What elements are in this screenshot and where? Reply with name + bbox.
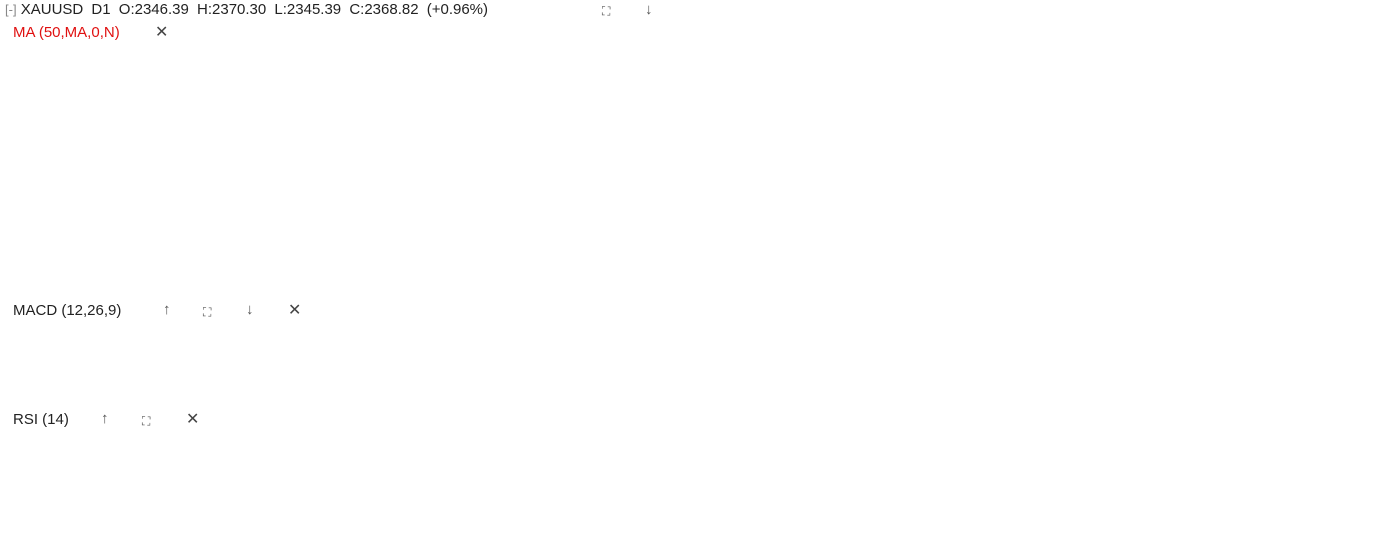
last-price-badge-bg bbox=[1306, 9, 1381, 32]
rsi-legend: RSI (14) bbox=[13, 411, 69, 429]
grid bbox=[5, 0, 1305, 503]
trend-line bbox=[643, 0, 1248, 171]
ma-legend: MA (50,MA,0,N) bbox=[13, 24, 120, 42]
macd-value-badge-bg bbox=[1306, 329, 1330, 352]
ma-value-badge: 2264.32 bbox=[1309, 44, 1367, 61]
x-tick-label: paź bbox=[980, 514, 1004, 531]
rsi-value-badge: 62 bbox=[1309, 433, 1327, 450]
x-tick-label: 2022 bbox=[113, 514, 146, 531]
x-tick-label: 2024 bbox=[1098, 514, 1131, 531]
open-value: O:2346.39 bbox=[118, 1, 189, 18]
signal-series-line bbox=[4, 307, 1294, 377]
macd-series-line bbox=[4, 304, 1294, 391]
x-tick-label: paź bbox=[488, 514, 512, 531]
x-tick-label: kwi bbox=[242, 514, 264, 531]
price-y-tick-label: 1750.00 bbox=[1315, 226, 1369, 243]
arrow-down-icon[interactable]: ↓ bbox=[645, 1, 653, 18]
maximize-icon[interactable]: ⛶ bbox=[602, 4, 611, 18]
ma-label: MA (50,MA,0,N) bbox=[13, 24, 120, 41]
maximize-icon[interactable]: ⛶ bbox=[142, 414, 151, 428]
ma-value-badge-bg bbox=[1306, 39, 1373, 62]
collapse-toggle[interactable]: [-] bbox=[5, 2, 17, 17]
price-y-tick-label: 2000.00 bbox=[1315, 141, 1369, 158]
arrow-down-icon[interactable]: ↓ bbox=[246, 301, 254, 318]
panel-borders bbox=[0, 0, 1394, 504]
rsi-label: RSI (14) bbox=[13, 411, 69, 428]
axes: aź 2022 kwi cze sie paź 2023 kwi cze sie paź 2024 kw… bbox=[0, 9, 1381, 531]
macd-y-tick-label: 50 bbox=[1315, 305, 1332, 322]
trend-line bbox=[968, 57, 1294, 177]
maximize-icon[interactable]: ⛶ bbox=[203, 305, 212, 319]
close-value: C:2368.82 bbox=[349, 1, 419, 18]
symbol-label: XAUUSD bbox=[20, 1, 84, 18]
close-icon[interactable]: ✕ bbox=[186, 411, 200, 428]
trend-line bbox=[998, 111, 1294, 225]
rsi-y-tick-label: 30 bbox=[1315, 469, 1332, 486]
x-tick-label: cze bbox=[815, 514, 838, 531]
ma-series-line bbox=[4, 59, 1294, 259]
x-tick-label: kwi bbox=[1227, 514, 1249, 531]
price-series-line bbox=[4, 2, 1294, 279]
macd-value-badge: 21 bbox=[1309, 334, 1327, 351]
arrow-up-icon[interactable]: ↑ bbox=[163, 301, 171, 318]
x-tick-label: kwi bbox=[734, 514, 756, 531]
macd-y-tick-label: 0 bbox=[1315, 353, 1323, 370]
x-tick-label: sie bbox=[406, 514, 425, 531]
change-value: (+0.96%) bbox=[426, 1, 489, 18]
close-icon[interactable]: ✕ bbox=[155, 24, 169, 41]
arrow-up-icon[interactable]: ↑ bbox=[101, 410, 109, 427]
macd-label: MACD (12,26,9) bbox=[13, 302, 122, 319]
close-icon[interactable]: ✕ bbox=[288, 302, 302, 319]
x-tick-label: 2023 bbox=[606, 514, 639, 531]
rsi-value-badge-bg bbox=[1306, 429, 1330, 452]
last-price-badge: 2368.820 bbox=[1309, 13, 1376, 30]
low-value: L:2345.39 bbox=[274, 1, 342, 18]
chart-header: [-] XAUUSD D1 O:2346.39 H:2370.30 L:2345… bbox=[5, 1, 488, 19]
interval-label: D1 bbox=[91, 1, 111, 18]
x-tick-label: sie bbox=[899, 514, 918, 531]
high-value: H:2370.30 bbox=[197, 1, 267, 18]
macd-legend: MACD (12,26,9) bbox=[13, 302, 121, 320]
x-tick-label: aź bbox=[0, 514, 16, 531]
x-tick-label: cze bbox=[322, 514, 345, 531]
